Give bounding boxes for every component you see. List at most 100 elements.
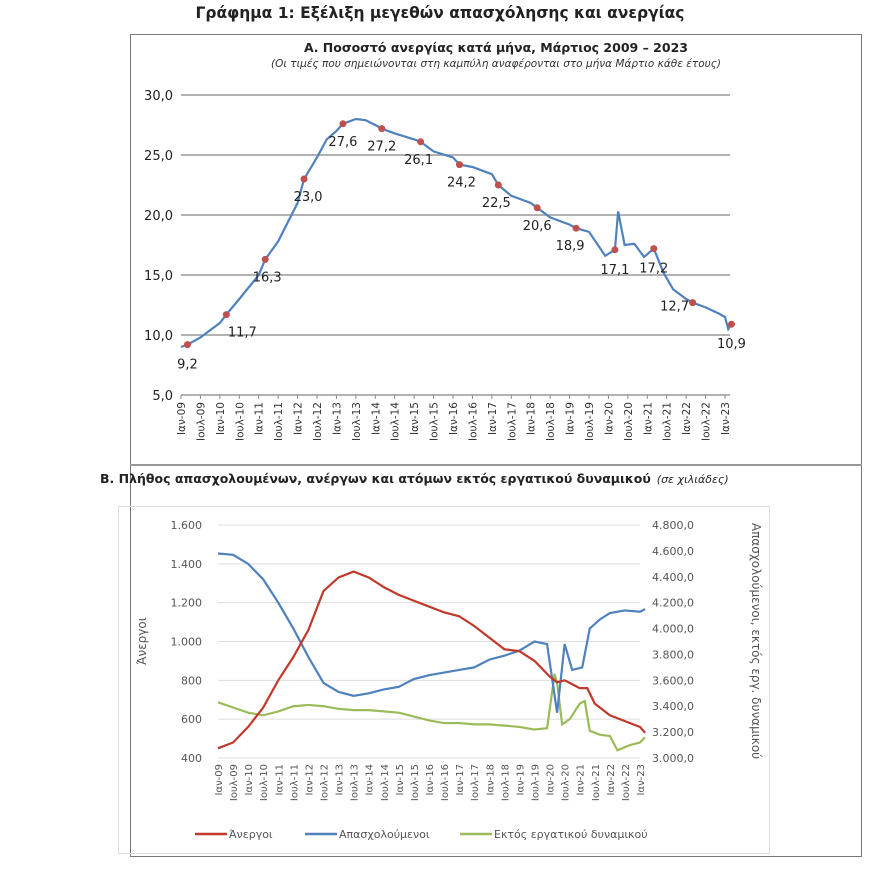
- march-marker: [222, 311, 230, 319]
- march-marker: [261, 255, 269, 263]
- data-label-a: 11,7: [228, 326, 257, 341]
- y-tick-label-b-right: 4.000,0: [652, 623, 694, 636]
- march-marker: [689, 299, 697, 307]
- x-tick-label-b: Ιουλ-11: [289, 764, 300, 801]
- data-label-a: 20,6: [523, 219, 552, 234]
- y-tick-label-a: 5,0: [152, 389, 173, 404]
- x-tick-label-b: Ιαν-20: [546, 764, 557, 795]
- x-tick-label-a: Ιουλ-09: [195, 402, 207, 441]
- x-tick-label-b: Ιαν-13: [335, 764, 346, 795]
- march-marker: [300, 175, 308, 183]
- x-tick-label-b: Ιαν-11: [274, 764, 285, 795]
- data-label-a: 27,2: [367, 140, 396, 155]
- series-line-0: [217, 570, 646, 750]
- x-tick-label-a: Ιουλ-17: [506, 402, 518, 441]
- data-label-a: 22,5: [482, 196, 511, 211]
- main-title: Γράφημα 1: Εξέλιξη μεγεθών απασχόλησης κ…: [195, 4, 685, 22]
- march-marker: [572, 224, 580, 232]
- x-tick-label-a: Ιουλ-18: [545, 402, 557, 441]
- x-tick-label-a: Ιαν-23: [720, 402, 732, 435]
- x-tick-label-a: Ιουλ-20: [623, 402, 635, 441]
- x-tick-label-a: Ιαν-10: [215, 402, 227, 435]
- y-tick-label-b-right: 4.200,0: [652, 597, 694, 610]
- y-tick-label-b-right: 3.200,0: [652, 726, 694, 739]
- march-marker: [494, 181, 502, 189]
- data-label-a: 17,2: [639, 262, 668, 277]
- march-marker: [455, 161, 463, 169]
- x-tick-label-a: Ιουλ-10: [234, 402, 246, 441]
- chart-b-title: Β. Πλήθος απασχολουμένων, ανέργων και ατ…: [100, 471, 651, 486]
- data-label-a: 16,3: [253, 270, 282, 285]
- y-tick-label-b-right: 3.400,0: [652, 700, 694, 713]
- x-tick-label-a: Ιουλ-21: [662, 402, 674, 441]
- x-tick-label-b: Ιουλ-12: [320, 764, 331, 801]
- chart-b-title-note: (σε χιλιάδες): [656, 473, 729, 486]
- x-tick-label-b: Ιουλ-13: [350, 764, 361, 801]
- chart-frame: [130, 34, 862, 857]
- x-tick-label-b: Ιουλ-20: [561, 764, 572, 801]
- x-tick-label-b: Ιαν-14: [365, 764, 376, 795]
- x-tick-label-b: Ιαν-12: [304, 764, 315, 795]
- x-tick-label-b: Ιουλ-21: [591, 764, 602, 801]
- x-tick-label-a: Ιουλ-16: [467, 402, 479, 441]
- x-tick-label-a: Ιαν-13: [331, 402, 343, 435]
- y-axis-label-left: Άνεργοι: [135, 617, 149, 665]
- x-tick-label-b: Ιαν-15: [395, 764, 406, 795]
- x-tick-label-a: Ιουλ-14: [390, 402, 402, 441]
- x-tick-label-a: Ιουλ-11: [273, 402, 285, 441]
- x-tick-label-a: Ιουλ-19: [584, 402, 596, 441]
- x-tick-label-a: Ιαν-21: [642, 402, 654, 435]
- x-tick-label-a: Ιαν-17: [487, 402, 499, 435]
- x-tick-label-b: Ιαν-23: [636, 764, 647, 795]
- y-axis-label-right: Απασχολούμενοι, εκτός εργ. δυναμικού: [749, 523, 763, 759]
- march-marker: [727, 320, 735, 328]
- x-tick-label-a: Ιαν-12: [293, 402, 305, 435]
- x-tick-label-a: Ιαν-22: [681, 402, 693, 435]
- panel-divider: [130, 464, 862, 466]
- x-tick-label-a: Ιαν-18: [526, 402, 538, 435]
- unemployment-rate-line: [180, 117, 733, 349]
- series-line-1: [217, 552, 646, 713]
- y-tick-label-b-right: 4.400,0: [652, 571, 694, 584]
- y-tick-label-b-left: 1.600: [171, 519, 203, 532]
- march-marker: [378, 125, 386, 133]
- x-tick-label-b: Ιουλ-09: [229, 764, 240, 801]
- x-tick-label-b: Ιουλ-14: [380, 764, 391, 801]
- x-tick-label-b: Ιαν-09: [214, 764, 225, 795]
- y-tick-label-b-left: 600: [181, 713, 202, 726]
- x-tick-label-a: Ιουλ-13: [351, 402, 363, 441]
- x-tick-label-a: Ιουλ-15: [429, 402, 441, 441]
- chart-b-title-wrap: Β. Πλήθος απασχολουμένων, ανέργων και ατ…: [100, 471, 729, 486]
- chart-a-title: Α. Ποσοστό ανεργίας κατά μήνα, Μάρτιος 2…: [304, 40, 688, 55]
- data-label-a: 9,2: [177, 358, 198, 373]
- data-label-a: 24,2: [447, 176, 476, 191]
- y-tick-label-a: 25,0: [144, 149, 173, 164]
- legend-label: Απασχολούμενοι: [339, 828, 430, 841]
- x-tick-label-b: Ιαν-10: [244, 764, 255, 795]
- data-label-a: 27,6: [328, 135, 357, 150]
- march-marker: [650, 245, 658, 253]
- data-label-a: 10,9: [717, 337, 746, 352]
- y-tick-label-b-left: 800: [181, 674, 202, 687]
- x-tick-label-a: Ιαν-15: [409, 402, 421, 435]
- x-tick-label-b: Ιαν-17: [455, 764, 466, 795]
- y-tick-label-b-left: 1.200: [171, 597, 203, 610]
- y-tick-label-b-right: 4.800,0: [652, 519, 694, 532]
- march-marker: [417, 138, 425, 146]
- data-label-a: 23,0: [294, 190, 323, 205]
- y-tick-label-b-right: 3.000,0: [652, 752, 694, 765]
- y-tick-label-b-left: 1.400: [171, 558, 203, 571]
- x-tick-label-b: Ιουλ-10: [259, 764, 270, 801]
- march-marker: [611, 246, 619, 254]
- x-tick-label-b: Ιαν-22: [606, 764, 617, 795]
- march-marker: [183, 341, 191, 349]
- x-tick-label-a: Ιαν-16: [448, 402, 460, 435]
- legend-label: Άνεργοι: [229, 828, 273, 841]
- series-line-2: [217, 673, 646, 752]
- x-tick-label-a: Ιουλ-12: [312, 402, 324, 441]
- y-tick-label-b-left: 1.000: [171, 636, 203, 649]
- y-tick-label-a: 30,0: [144, 89, 173, 104]
- march-marker: [339, 120, 347, 128]
- y-tick-label-a: 15,0: [144, 269, 173, 284]
